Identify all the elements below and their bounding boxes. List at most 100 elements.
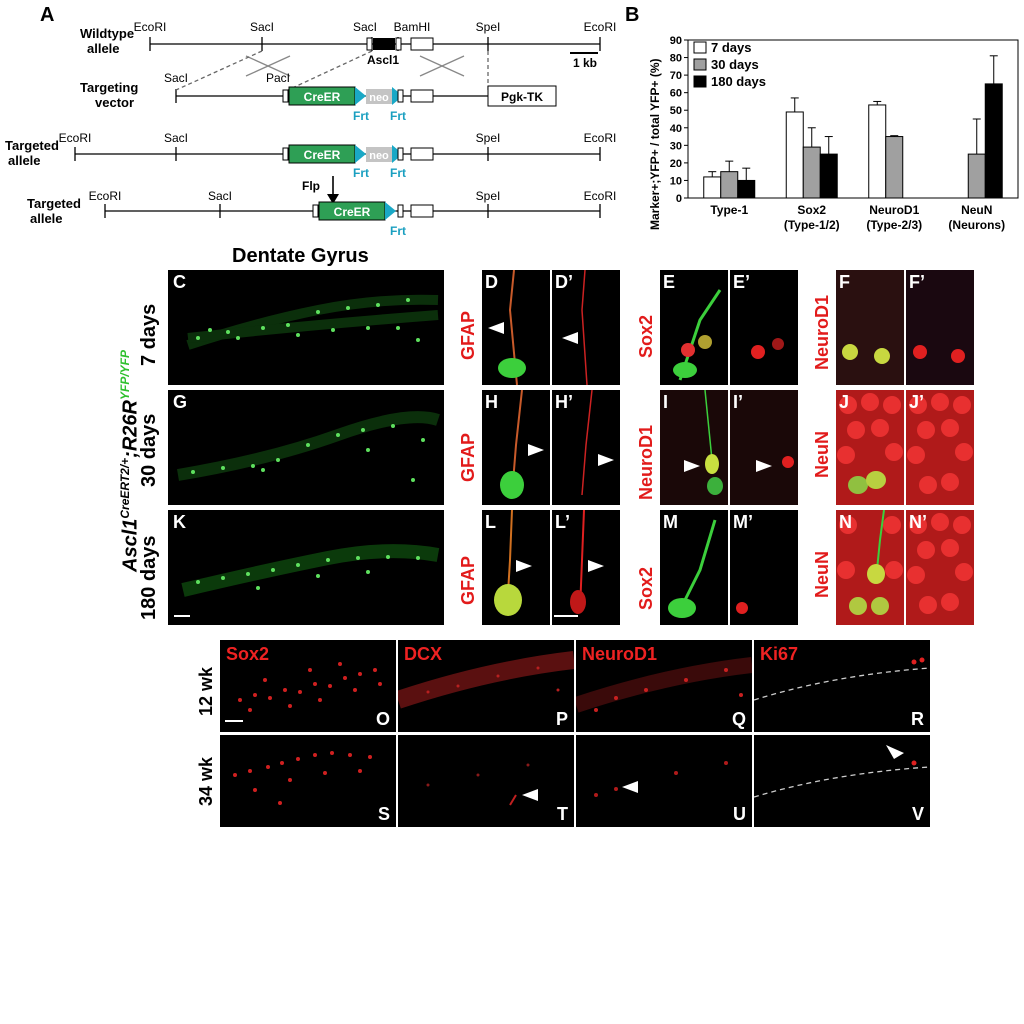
x-sublabel-2: (Type-2/3) <box>866 218 922 232</box>
label-i: I <box>663 392 669 412</box>
image-j-prime: J’ <box>906 390 974 505</box>
label-n-prime: N’ <box>909 512 927 532</box>
site-ecori-4: EcoRI <box>584 131 617 145</box>
site-spei-3: SpeI <box>476 189 501 203</box>
y-tick-label-20: 20 <box>670 158 682 170</box>
legend-label-1: 30 days <box>711 57 759 72</box>
image-p: DCX P <box>398 640 574 732</box>
panel-a-letter: A <box>40 4 55 26</box>
image-h-prime: H’ <box>552 390 620 505</box>
frt-1a: Frt <box>353 109 369 123</box>
y-tick-label-70: 70 <box>670 70 682 82</box>
bar-1-1 <box>802 146 821 199</box>
label-c: C <box>173 272 186 292</box>
x-sublabel-1: (Type-1/2) <box>784 218 840 232</box>
x-label-2: NeuroD1 <box>869 203 919 217</box>
y-tick-label-0: 0 <box>676 193 682 205</box>
marker-n: NeuN <box>812 550 832 598</box>
marker-h: GFAP <box>458 432 478 482</box>
site-ecori-1: EcoRI <box>134 20 167 34</box>
bar-1-2 <box>885 136 904 199</box>
wt-label-2: allele <box>87 41 120 56</box>
dentate-title: Dentate Gyrus <box>232 245 369 267</box>
site-saci-3: SacI <box>164 71 188 85</box>
bar-0-0 <box>703 176 722 199</box>
image-m-prime: M’ <box>730 510 798 625</box>
label-j: J <box>839 392 850 412</box>
label-p: P <box>555 709 568 729</box>
label-h-prime: H’ <box>555 392 573 412</box>
label-g: G <box>173 392 188 412</box>
y-tick-label-30: 30 <box>670 140 682 152</box>
age-34-wk: 34 wk <box>196 756 216 806</box>
image-s: S <box>220 735 396 827</box>
marker-m: Sox2 <box>636 566 656 610</box>
creer-3: CreER <box>334 205 371 219</box>
marker-f: NeuroD1 <box>812 294 832 370</box>
dg-image-g: G <box>168 390 444 505</box>
y-tick-label-80: 80 <box>670 53 682 65</box>
x-label-3: NeuN <box>961 203 992 217</box>
flp-label: Flp <box>302 179 320 193</box>
image-h: H <box>482 390 550 505</box>
bar-1-0 <box>720 171 739 199</box>
image-v: V <box>754 735 930 827</box>
genotype-sup2: YFP/YFP <box>118 350 132 401</box>
image-r: Ki67 R <box>754 640 930 732</box>
label-i-prime: I’ <box>733 392 744 412</box>
site-spei-2: SpeI <box>476 131 501 145</box>
site-saci-1: SacI <box>250 20 274 34</box>
ta1-label-1: Targeted <box>5 138 59 153</box>
bar-0-2 <box>868 104 887 199</box>
label-m-prime: M’ <box>733 512 753 532</box>
ta2-label-2: allele <box>30 211 63 226</box>
site-ecori-5: EcoRI <box>89 189 122 203</box>
tv-label-2: vector <box>95 95 134 110</box>
image-o: Sox2 O <box>220 640 396 732</box>
image-e-prime: E’ <box>730 270 798 385</box>
marker-neurod1-bottom: NeuroD1 <box>582 644 658 664</box>
dg-image-c: C <box>168 270 444 385</box>
image-l: L <box>482 510 550 625</box>
label-o: O <box>375 709 390 729</box>
label-f-prime: F’ <box>909 272 925 292</box>
x-label-0: Type-1 <box>710 203 748 217</box>
marker-l: GFAP <box>458 555 478 605</box>
site-paci: PacI <box>266 71 290 85</box>
image-i-prime: I’ <box>730 390 798 505</box>
panel-b-letter: B <box>625 4 640 26</box>
x-label-1: Sox2 <box>797 203 826 217</box>
marker-ki67: Ki67 <box>760 644 799 664</box>
site-ecori-2: EcoRI <box>584 20 617 34</box>
label-f: F <box>839 272 850 292</box>
label-l: L <box>485 512 496 532</box>
site-spei-1: SpeI <box>476 20 501 34</box>
label-d-prime: D’ <box>555 272 573 292</box>
wt-label-1: Wildtype <box>80 26 134 41</box>
age-12-wk: 12 wk <box>196 666 216 716</box>
marker-j: NeuN <box>812 430 832 478</box>
image-f-prime: F’ <box>906 270 974 385</box>
neo-1: neo <box>369 92 389 104</box>
site-bamhi: BamHI <box>394 20 431 34</box>
label-k: K <box>173 512 186 532</box>
site-saci-5: SacI <box>208 189 232 203</box>
frt-3: Frt <box>390 224 406 238</box>
image-j: J <box>836 390 904 505</box>
genotype-sup1: CreERT2/+ <box>118 457 132 519</box>
ta1-label-2: allele <box>8 153 41 168</box>
image-m: M <box>660 510 728 625</box>
label-e: E <box>663 272 676 292</box>
neo-2: neo <box>369 150 389 162</box>
label-l-prime: L’ <box>555 512 571 532</box>
marker-d: GFAP <box>458 310 478 360</box>
legend-label-2: 180 days <box>711 74 766 89</box>
legend-label-0: 7 days <box>711 40 751 55</box>
bar-2-3 <box>984 83 1003 199</box>
y-tick-label-50: 50 <box>670 105 682 117</box>
label-e-prime: E’ <box>733 272 751 292</box>
legend-swatch-1 <box>693 58 707 71</box>
tv-label-1: Targeting <box>80 80 138 95</box>
image-f: F <box>836 270 904 385</box>
y-tick-label-90: 90 <box>670 35 682 47</box>
